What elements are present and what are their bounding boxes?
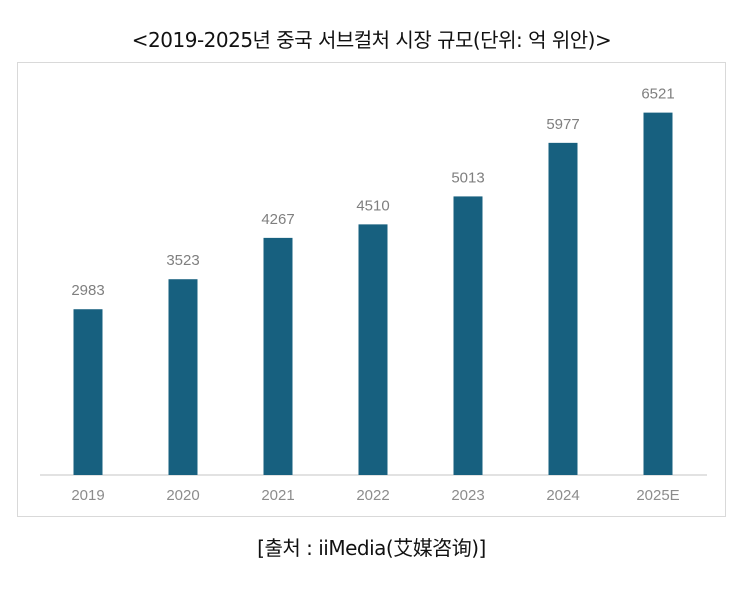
- bar-2020: [168, 279, 198, 475]
- source-caption: [출처 : iiMedia(艾媒咨询)]: [257, 536, 486, 560]
- x-tick-label: 2021: [261, 487, 294, 504]
- data-label: 5013: [451, 169, 484, 186]
- chart-title: <2019-2025년 중국 서브컬처 시장 규모(단위: 억 위안)>: [131, 28, 612, 52]
- bar-2021: [263, 237, 293, 475]
- data-label: 4267: [261, 211, 294, 228]
- data-label: 3523: [166, 252, 199, 269]
- x-tick-label: 2023: [451, 487, 484, 504]
- x-tick-label: 2022: [356, 487, 389, 504]
- bar-2023: [453, 196, 483, 476]
- data-label: 2983: [71, 282, 104, 299]
- bar-2025E: [643, 112, 673, 475]
- data-label: 6521: [641, 86, 674, 103]
- chart-frame: [17, 62, 726, 517]
- x-tick-label: 2020: [166, 487, 199, 504]
- bar-2024: [548, 142, 578, 475]
- x-tick-label: 2019: [71, 487, 104, 504]
- data-label: 5977: [546, 116, 579, 133]
- bar-2019: [73, 309, 103, 475]
- data-label: 4510: [356, 197, 389, 214]
- x-tick-label: 2025E: [636, 487, 679, 504]
- bar-2022: [358, 224, 388, 475]
- x-tick-label: 2024: [546, 487, 579, 504]
